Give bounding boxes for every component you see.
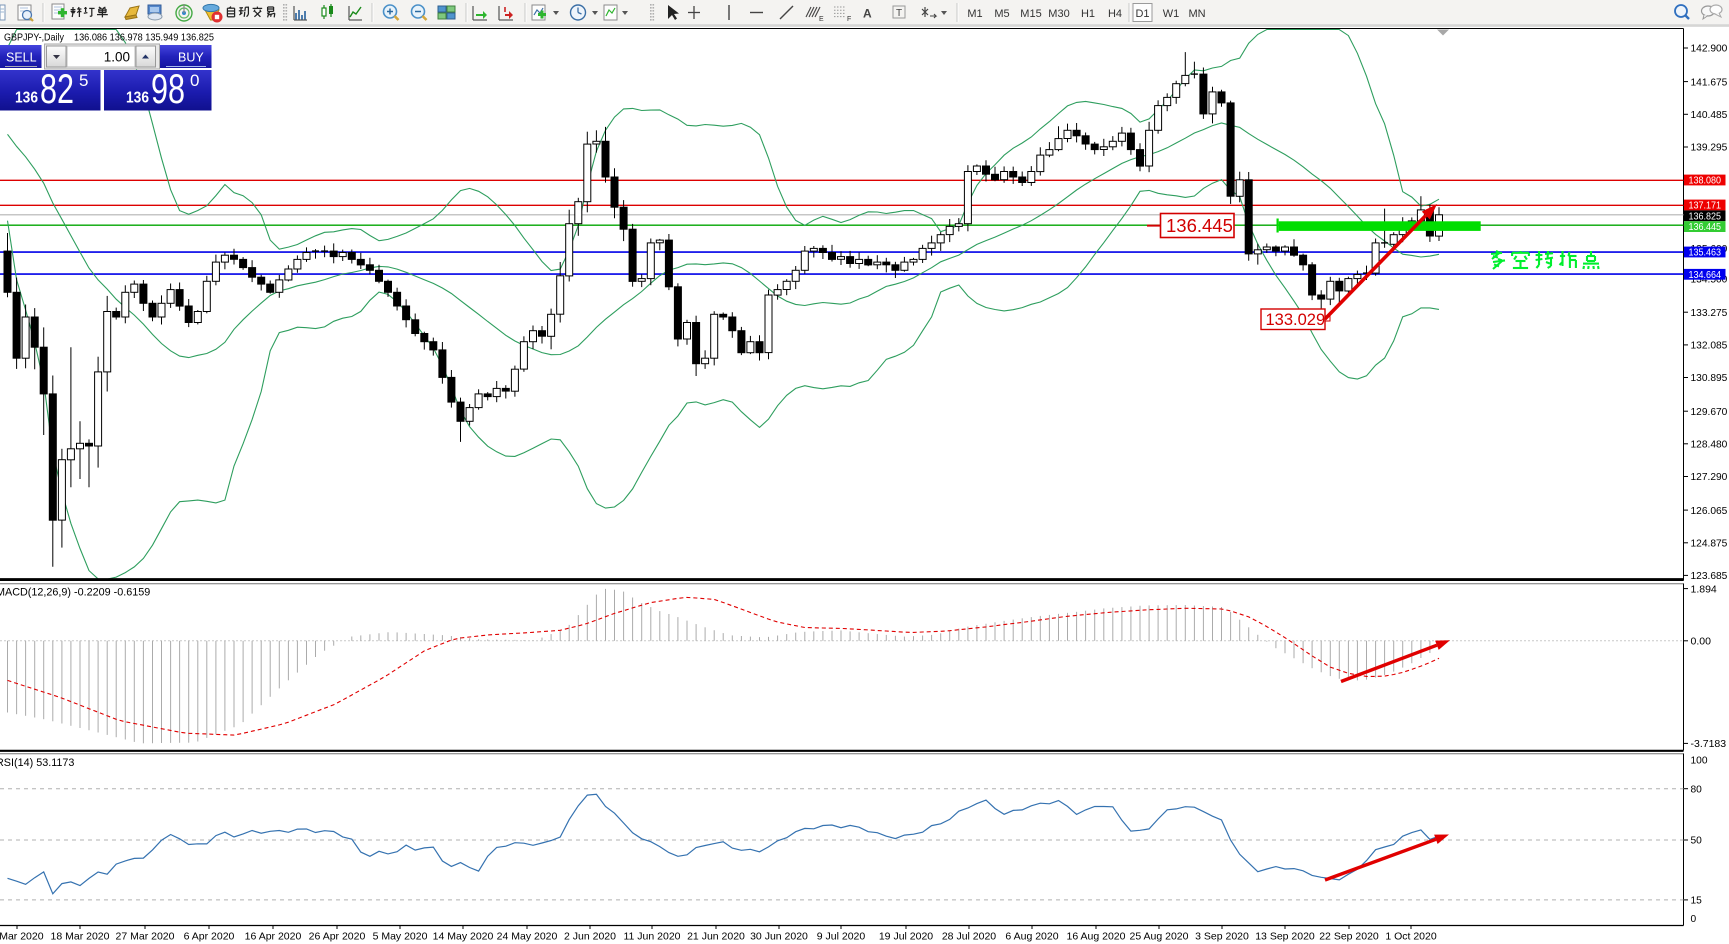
- svg-text:11 Jun 2020: 11 Jun 2020: [623, 931, 680, 943]
- svg-text:21 Jun 2020: 21 Jun 2020: [687, 931, 745, 943]
- svg-text:1.00: 1.00: [104, 50, 130, 65]
- svg-text:50: 50: [1691, 836, 1703, 847]
- svg-text:H1: H1: [1081, 8, 1095, 20]
- svg-text:E: E: [819, 16, 824, 23]
- svg-text:132.085: 132.085: [1691, 341, 1728, 352]
- svg-text:GBPJPY-,Daily: GBPJPY-,Daily: [4, 32, 65, 44]
- svg-text:-3.7183: -3.7183: [1691, 738, 1727, 750]
- svg-text:100: 100: [1691, 756, 1708, 767]
- svg-text:2 Jun 2020: 2 Jun 2020: [564, 931, 616, 943]
- svg-text:M1: M1: [967, 8, 982, 20]
- svg-text:137.171: 137.171: [1689, 201, 1722, 212]
- svg-text:0: 0: [1691, 914, 1697, 925]
- svg-text:D1: D1: [1135, 8, 1149, 20]
- svg-text:133.029: 133.029: [1266, 311, 1326, 329]
- svg-text:BUY: BUY: [178, 51, 204, 65]
- svg-text:135.463: 135.463: [1689, 248, 1722, 259]
- svg-text:127.290: 127.290: [1691, 472, 1728, 483]
- svg-text:MN: MN: [1188, 8, 1205, 20]
- svg-text:6 Apr 2020: 6 Apr 2020: [184, 931, 235, 943]
- svg-text:5 May 2020: 5 May 2020: [373, 931, 428, 943]
- svg-text:123.685: 123.685: [1691, 571, 1728, 582]
- svg-text:22 Sep 2020: 22 Sep 2020: [1319, 931, 1379, 943]
- svg-text:98: 98: [151, 65, 185, 112]
- svg-text:6 Aug 2020: 6 Aug 2020: [1005, 931, 1058, 943]
- svg-text:0: 0: [190, 71, 199, 90]
- svg-text:140.485: 140.485: [1691, 110, 1728, 121]
- svg-text:SELL: SELL: [6, 51, 37, 65]
- svg-text:19 Jul 2020: 19 Jul 2020: [879, 931, 933, 943]
- svg-text:124.875: 124.875: [1691, 539, 1728, 550]
- svg-text:16 Apr 2020: 16 Apr 2020: [245, 931, 302, 943]
- svg-text:A: A: [863, 7, 872, 21]
- svg-text:136.445: 136.445: [1689, 222, 1722, 233]
- svg-text:142.900: 142.900: [1691, 44, 1728, 55]
- svg-text:H4: H4: [1108, 8, 1122, 20]
- svg-text:28 Jul 2020: 28 Jul 2020: [942, 931, 996, 943]
- svg-text:MACD(12,26,9) -0.2209 -0.6159: MACD(12,26,9) -0.2209 -0.6159: [0, 587, 150, 599]
- svg-text:24 May 2020: 24 May 2020: [497, 931, 558, 943]
- svg-text:14 May 2020: 14 May 2020: [433, 931, 494, 943]
- svg-text:134.664: 134.664: [1689, 270, 1722, 281]
- svg-text:136.086 136.978 135.949 136.82: 136.086 136.978 135.949 136.825: [74, 32, 214, 44]
- svg-text:25 Aug 2020: 25 Aug 2020: [1130, 931, 1189, 943]
- svg-text:134.500: 134.500: [1691, 274, 1728, 285]
- svg-text:9 Mar 2020: 9 Mar 2020: [0, 931, 44, 943]
- svg-text:F: F: [847, 16, 851, 23]
- svg-text:16 Aug 2020: 16 Aug 2020: [1067, 931, 1126, 943]
- svg-text:133.275: 133.275: [1691, 308, 1728, 319]
- svg-text:128.480: 128.480: [1691, 440, 1728, 451]
- svg-text:138.080: 138.080: [1689, 176, 1722, 187]
- svg-text:9 Jul 2020: 9 Jul 2020: [817, 931, 866, 943]
- svg-text:139.295: 139.295: [1691, 143, 1728, 154]
- svg-text:3 Sep 2020: 3 Sep 2020: [1195, 931, 1249, 943]
- svg-text:M30: M30: [1048, 8, 1069, 20]
- svg-text:5: 5: [79, 71, 88, 90]
- svg-text:136.825: 136.825: [1689, 211, 1722, 222]
- svg-text:80: 80: [1691, 784, 1703, 795]
- svg-text:27 Mar 2020: 27 Mar 2020: [116, 931, 175, 943]
- svg-text:136: 136: [15, 90, 38, 107]
- svg-text:26 Apr 2020: 26 Apr 2020: [309, 931, 366, 943]
- svg-text:M15: M15: [1020, 8, 1041, 20]
- svg-text:136: 136: [126, 90, 149, 107]
- svg-text:M5: M5: [994, 8, 1009, 20]
- svg-text:130.895: 130.895: [1691, 373, 1728, 384]
- svg-text:1.894: 1.894: [1691, 583, 1717, 595]
- svg-text:126.065: 126.065: [1691, 506, 1728, 517]
- svg-text:T: T: [896, 8, 902, 19]
- svg-text:15: 15: [1691, 896, 1703, 907]
- svg-text:141.675: 141.675: [1691, 77, 1728, 88]
- svg-text:W1: W1: [1163, 8, 1180, 20]
- svg-text:82: 82: [40, 65, 74, 112]
- svg-text:1 Oct 2020: 1 Oct 2020: [1385, 931, 1437, 943]
- svg-text:13 Sep 2020: 13 Sep 2020: [1255, 931, 1315, 943]
- svg-text:136.445: 136.445: [1166, 215, 1233, 236]
- svg-text:129.670: 129.670: [1691, 407, 1728, 418]
- svg-text:0.00: 0.00: [1691, 636, 1712, 648]
- svg-text:RSI(14) 53.1173: RSI(14) 53.1173: [0, 757, 74, 769]
- svg-text:30 Jun 2020: 30 Jun 2020: [750, 931, 808, 943]
- svg-text:18 Mar 2020: 18 Mar 2020: [51, 931, 110, 943]
